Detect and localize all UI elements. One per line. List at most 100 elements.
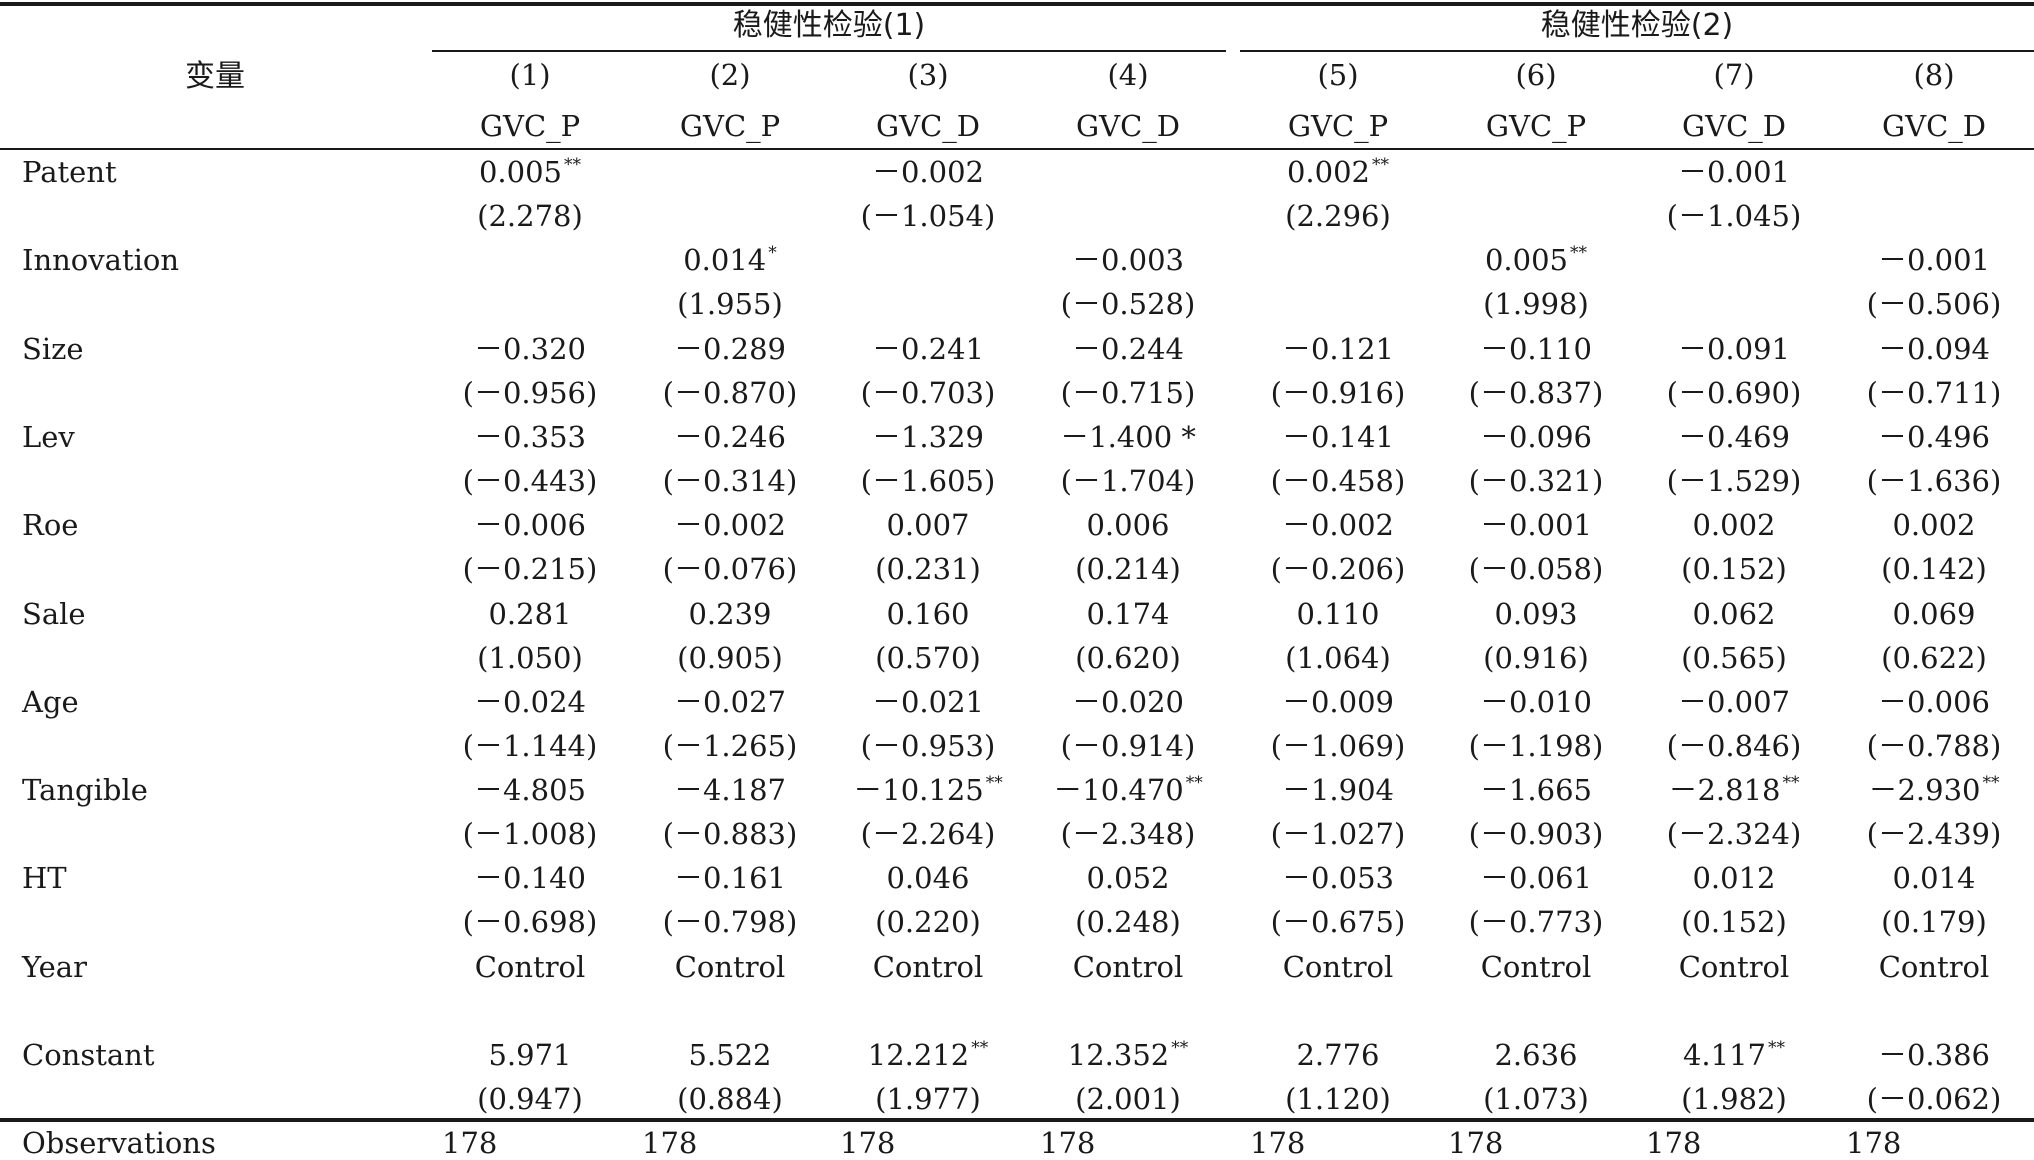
coef-cell: －10.125 **: [853, 773, 1003, 808]
coef-value: －10.125: [853, 773, 984, 808]
coef-value: Control: [1072, 949, 1184, 984]
coef-cell: 0.046: [886, 864, 969, 893]
coef-value: Control: [474, 949, 586, 984]
coef-value: －0.246: [673, 419, 787, 454]
t-stat-cell: (－1.636): [1866, 463, 2002, 498]
t-stat-cell: (0.152): [1681, 905, 1787, 940]
coef-value: 178: [840, 1126, 896, 1160]
t-stat-cell: (－0.870): [662, 375, 798, 410]
coef-value: 0.174: [1086, 596, 1170, 631]
coef-value: 4.117: [1682, 1038, 1767, 1072]
t-stat-cell: (－0.798): [662, 905, 798, 940]
t-stat-cell: (－1.265): [662, 728, 798, 763]
coef-cell: －0.096: [1480, 422, 1592, 452]
coef-cell: 0.069: [1892, 596, 1976, 631]
t-stat-cell: (－0.458): [1270, 463, 1406, 498]
coef-cell: Control: [1679, 952, 1790, 982]
coef-value: －0.006: [1877, 684, 1991, 719]
coef-cell: －0.006: [474, 511, 586, 540]
coef-cell: Control: [1283, 952, 1394, 982]
coef-cell: －0.386: [1878, 1041, 1990, 1070]
coef-value: －1.665: [1479, 773, 1593, 808]
coef-value: －0.121: [1281, 331, 1395, 366]
row-label: Constant: [22, 1038, 155, 1072]
t-stat-cell: (0.231): [875, 552, 981, 587]
significance-stars: **: [1768, 1038, 1786, 1058]
coef-cell: －0.469: [1677, 419, 1791, 454]
coef-cell: －0.001: [1678, 158, 1790, 187]
coef-value: 5.522: [688, 1038, 772, 1072]
significance-stars: **: [1171, 1038, 1189, 1058]
column-dependent-var: GVC_P: [479, 109, 581, 143]
coef-value: －0.110: [1479, 331, 1593, 366]
coef-cell: 178: [642, 1129, 697, 1158]
t-stat-cell: (－0.690): [1666, 375, 1802, 410]
t-stat-cell: (－0.773): [1468, 905, 1604, 940]
coef-cell: －0.001: [1480, 511, 1592, 540]
coef-value: 0.281: [488, 596, 572, 631]
coef-value: －0.244: [1071, 331, 1185, 366]
column-dependent-var: GVC_D: [1681, 109, 1787, 143]
coef-value: －2.930: [1868, 773, 1981, 808]
t-stat-cell: (－0.675): [1270, 905, 1406, 940]
coef-cell: －0.003: [1072, 246, 1184, 275]
coef-value: 0.160: [886, 596, 970, 631]
t-stat-cell: (－0.883): [662, 817, 798, 852]
coef-value: －1.400 *: [1060, 419, 1196, 454]
coef-cell: －0.121: [1281, 331, 1395, 366]
row-label: Age: [22, 684, 79, 719]
significance-stars: **: [971, 1038, 989, 1058]
t-stat-cell: (－0.837): [1468, 375, 1604, 410]
coef-value: －10.470: [1053, 773, 1184, 808]
t-stat-cell: (1.998): [1483, 287, 1589, 322]
coef-value: 0.069: [1892, 596, 1976, 631]
coef-cell: 0.281: [488, 596, 572, 631]
coef-value: －0.469: [1677, 419, 1791, 454]
coef-cell: －2.930 **: [1868, 773, 1999, 808]
group-rule-1: [432, 50, 1226, 52]
coef-cell: 178: [442, 1129, 497, 1158]
coef-value: －0.001: [1677, 155, 1791, 189]
t-stat-cell: (－0.321): [1468, 463, 1604, 498]
coef-cell: 0.002 **: [1286, 155, 1389, 189]
coef-value: 178: [1040, 1126, 1096, 1160]
table-header-rule: [0, 148, 2034, 150]
coef-value: －0.001: [1479, 508, 1593, 543]
t-stat-cell: (0.947): [477, 1082, 583, 1116]
coef-value: 0.002: [1892, 508, 1976, 543]
coef-cell: －0.094: [1877, 331, 1991, 366]
t-stat-cell: (2.001): [1075, 1082, 1181, 1116]
coef-value: Control: [872, 949, 984, 984]
coef-value: 0.014: [1892, 861, 1976, 896]
coef-value: －0.241: [871, 331, 985, 366]
t-stat-cell: (－0.215): [462, 552, 598, 587]
coef-value: －0.020: [1071, 684, 1185, 719]
t-stat-cell: (－0.058): [1468, 552, 1604, 587]
t-stat-cell: (－1.045): [1666, 199, 1802, 233]
column-dependent-var: GVC_P: [1485, 109, 1587, 143]
coef-cell: －0.241: [871, 331, 985, 366]
row-label: Innovation: [22, 243, 180, 278]
coef-value: －0.320: [473, 331, 587, 366]
coef-cell: －0.002: [674, 511, 786, 540]
column-number: (2): [709, 58, 751, 92]
significance-stars: **: [985, 773, 1003, 794]
column-number: (7): [1713, 58, 1755, 92]
coef-cell: 0.062: [1692, 599, 1775, 629]
column-number: (3): [907, 58, 949, 92]
coef-cell: 2.636: [1494, 1041, 1577, 1070]
coef-cell: 0.014 *: [683, 245, 777, 275]
t-stat-cell: (1.064): [1285, 640, 1391, 675]
coef-value: －0.002: [871, 155, 985, 189]
t-stat-cell: (1.120): [1285, 1082, 1391, 1116]
coef-cell: Control: [474, 949, 586, 984]
coef-value: －0.094: [1877, 331, 1991, 366]
coef-value: 0.002: [1286, 155, 1371, 189]
column-number: (6): [1515, 58, 1557, 92]
coef-cell: Control: [1879, 952, 1990, 982]
coef-cell: 0.005 **: [479, 157, 581, 187]
coef-cell: －1.329: [872, 422, 984, 452]
coef-value: 0.046: [886, 861, 970, 896]
column-dependent-var: GVC_P: [1287, 109, 1389, 143]
coef-value: 178: [442, 1126, 498, 1160]
